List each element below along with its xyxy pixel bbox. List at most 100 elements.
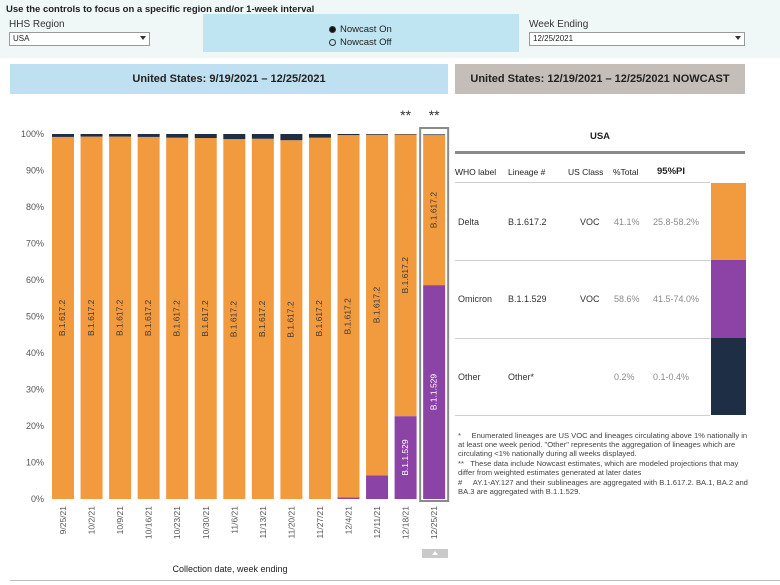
- y-tick-label: 10%: [26, 458, 44, 468]
- x-tick-label: 10/23/21: [172, 506, 182, 539]
- table-cell-who: Delta: [458, 217, 480, 227]
- region-label: HHS Region: [9, 19, 65, 30]
- table-cell-who: Omicron: [458, 294, 493, 304]
- chart-header: United States: 9/19/2021 – 12/25/2021: [10, 64, 448, 94]
- footnotes: * Enumerated lineages are US VOC and lin…: [458, 431, 750, 497]
- table-cell-total: 58.6%: [614, 294, 640, 304]
- table-cell-total: 0.2%: [614, 372, 635, 382]
- delta-bar-segment: [80, 136, 103, 499]
- bar-data-label: B.1.1.529: [400, 439, 410, 476]
- omicron-bar-segment: [423, 285, 446, 499]
- other-bar-segment: [337, 134, 360, 136]
- delta-bar-segment: [423, 135, 446, 286]
- bar-data-label: B.1.617.2: [114, 299, 124, 336]
- y-tick-label: 30%: [26, 385, 44, 395]
- y-tick-label: 20%: [26, 421, 44, 431]
- table-row-divider: [455, 260, 710, 261]
- table-bottom-divider: [455, 415, 710, 416]
- nowcast-toggle-group: Nowcast On Nowcast Off: [203, 14, 519, 52]
- other-bar-segment: [52, 134, 74, 137]
- week-select[interactable]: 12/25/2021: [529, 32, 745, 46]
- omicron-bar-segment: [337, 497, 360, 499]
- footnote-nowcast: ** These data include Nowcast estimates,…: [458, 459, 739, 477]
- controls-instructions: Use the controls to focus on a specific …: [6, 4, 315, 15]
- table-row-divider: [455, 182, 710, 183]
- x-tick-label: 12/18/21: [401, 506, 411, 539]
- y-tick-label: 50%: [26, 312, 44, 322]
- week-label: Week Ending: [529, 19, 589, 30]
- y-tick-label: 90%: [26, 166, 44, 176]
- bar-data-label: B.1.617.2: [257, 300, 267, 337]
- bar-data-label: B.1.617.2: [143, 299, 153, 336]
- x-tick-label: 11/20/21: [286, 506, 296, 539]
- table-divider: [455, 151, 745, 154]
- col-header-total: %Total: [613, 167, 639, 177]
- x-tick-label: 10/2/21: [87, 506, 97, 535]
- col-header-pi: 95%PI: [657, 166, 685, 177]
- table-cell-pi: 25.8-58.2%: [653, 217, 700, 227]
- y-tick-label: 80%: [26, 202, 44, 212]
- region-select-value: USA: [13, 34, 30, 43]
- x-tick-label: 12/25/21: [429, 506, 439, 539]
- footnote-aggregation: # AY.1-AY.127 and their sublineages are …: [458, 478, 748, 496]
- footnote-variants: * Enumerated lineages are US VOC and lin…: [458, 431, 748, 458]
- other-bar-segment: [423, 134, 446, 136]
- table-cell-class: VOC: [580, 294, 600, 304]
- x-tick-label: 11/13/21: [258, 506, 268, 539]
- other-bar-segment: [394, 134, 417, 135]
- delta-bar-segment: [337, 135, 360, 498]
- bar-data-label: B.1.1.529: [428, 374, 438, 411]
- variant-proportions-chart: 0% 10% 20% 30% 40% 50% 60% 70% 80% 90% 100% B.1.617…: [21, 107, 450, 539]
- table-cell-class: VOC: [580, 217, 600, 227]
- bar-data-label: B.1.617.2: [400, 257, 410, 294]
- x-tick-label: 10/16/21: [144, 506, 154, 539]
- x-tick-label: 9/25/21: [58, 506, 68, 535]
- delta-bar-segment: [52, 136, 74, 500]
- nowcast-on-radio[interactable]: Nowcast On: [329, 24, 392, 35]
- chevron-down-icon: [140, 36, 146, 40]
- other-bar-segment: [166, 134, 189, 138]
- region-select[interactable]: USA: [9, 32, 150, 46]
- other-bar-segment: [308, 134, 331, 138]
- other-bar-segment: [251, 134, 274, 139]
- x-tick-label: 10/9/21: [115, 506, 125, 535]
- table-cell-lineage: B.1.617.2: [508, 217, 547, 227]
- y-tick-label: 70%: [26, 239, 44, 249]
- x-tick-label: 12/11/21: [372, 506, 382, 539]
- bar-data-label: B.1.617.2: [86, 299, 96, 336]
- y-tick-label: 40%: [26, 348, 44, 358]
- bar-data-label: B.1.617.2: [286, 301, 296, 338]
- other-bar-segment: [280, 134, 303, 141]
- table-cell-pi: 0.1-0.4%: [653, 372, 690, 382]
- other-color-swatch: [711, 338, 746, 415]
- week-select-value: 12/25/2021: [533, 34, 574, 43]
- x-tick-label: 11/27/21: [315, 506, 325, 539]
- table-cell-total: 41.1%: [614, 217, 640, 227]
- col-header-lineage: Lineage #: [508, 167, 546, 177]
- bar-data-label: B.1.617.2: [428, 192, 438, 229]
- y-tick-label: 100%: [21, 129, 44, 139]
- table-cell-lineage: Other*: [508, 372, 535, 382]
- bottom-divider: [10, 580, 780, 581]
- delta-bar-segment: [366, 134, 389, 476]
- table-title: USA: [589, 131, 611, 142]
- chevron-down-icon: [735, 36, 741, 40]
- omicron-bar-segment: [366, 475, 389, 499]
- x-axis-title: Collection date, week ending: [172, 564, 288, 574]
- nowcast-off-radio[interactable]: Nowcast Off: [329, 37, 392, 48]
- x-tick-label: 10/30/21: [201, 506, 211, 539]
- omicron-color-swatch: [711, 260, 746, 338]
- chart-scroll-handle[interactable]: [422, 549, 448, 558]
- bar-data-label: B.1.617.2: [229, 301, 239, 338]
- other-bar-segment: [366, 134, 389, 135]
- bar-data-label: B.1.617.2: [371, 287, 381, 324]
- radio-selected-icon: [329, 26, 336, 33]
- other-bar-segment: [137, 134, 160, 137]
- nowcast-marker: **: [400, 107, 411, 123]
- delta-bar-segment: [308, 137, 331, 499]
- col-header-who: WHO label: [455, 167, 497, 177]
- delta-color-swatch: [711, 183, 746, 260]
- x-tick-label: 12/4/21: [344, 506, 354, 535]
- y-tick-label: 0%: [31, 494, 44, 504]
- bar-data-label: B.1.617.2: [200, 300, 210, 337]
